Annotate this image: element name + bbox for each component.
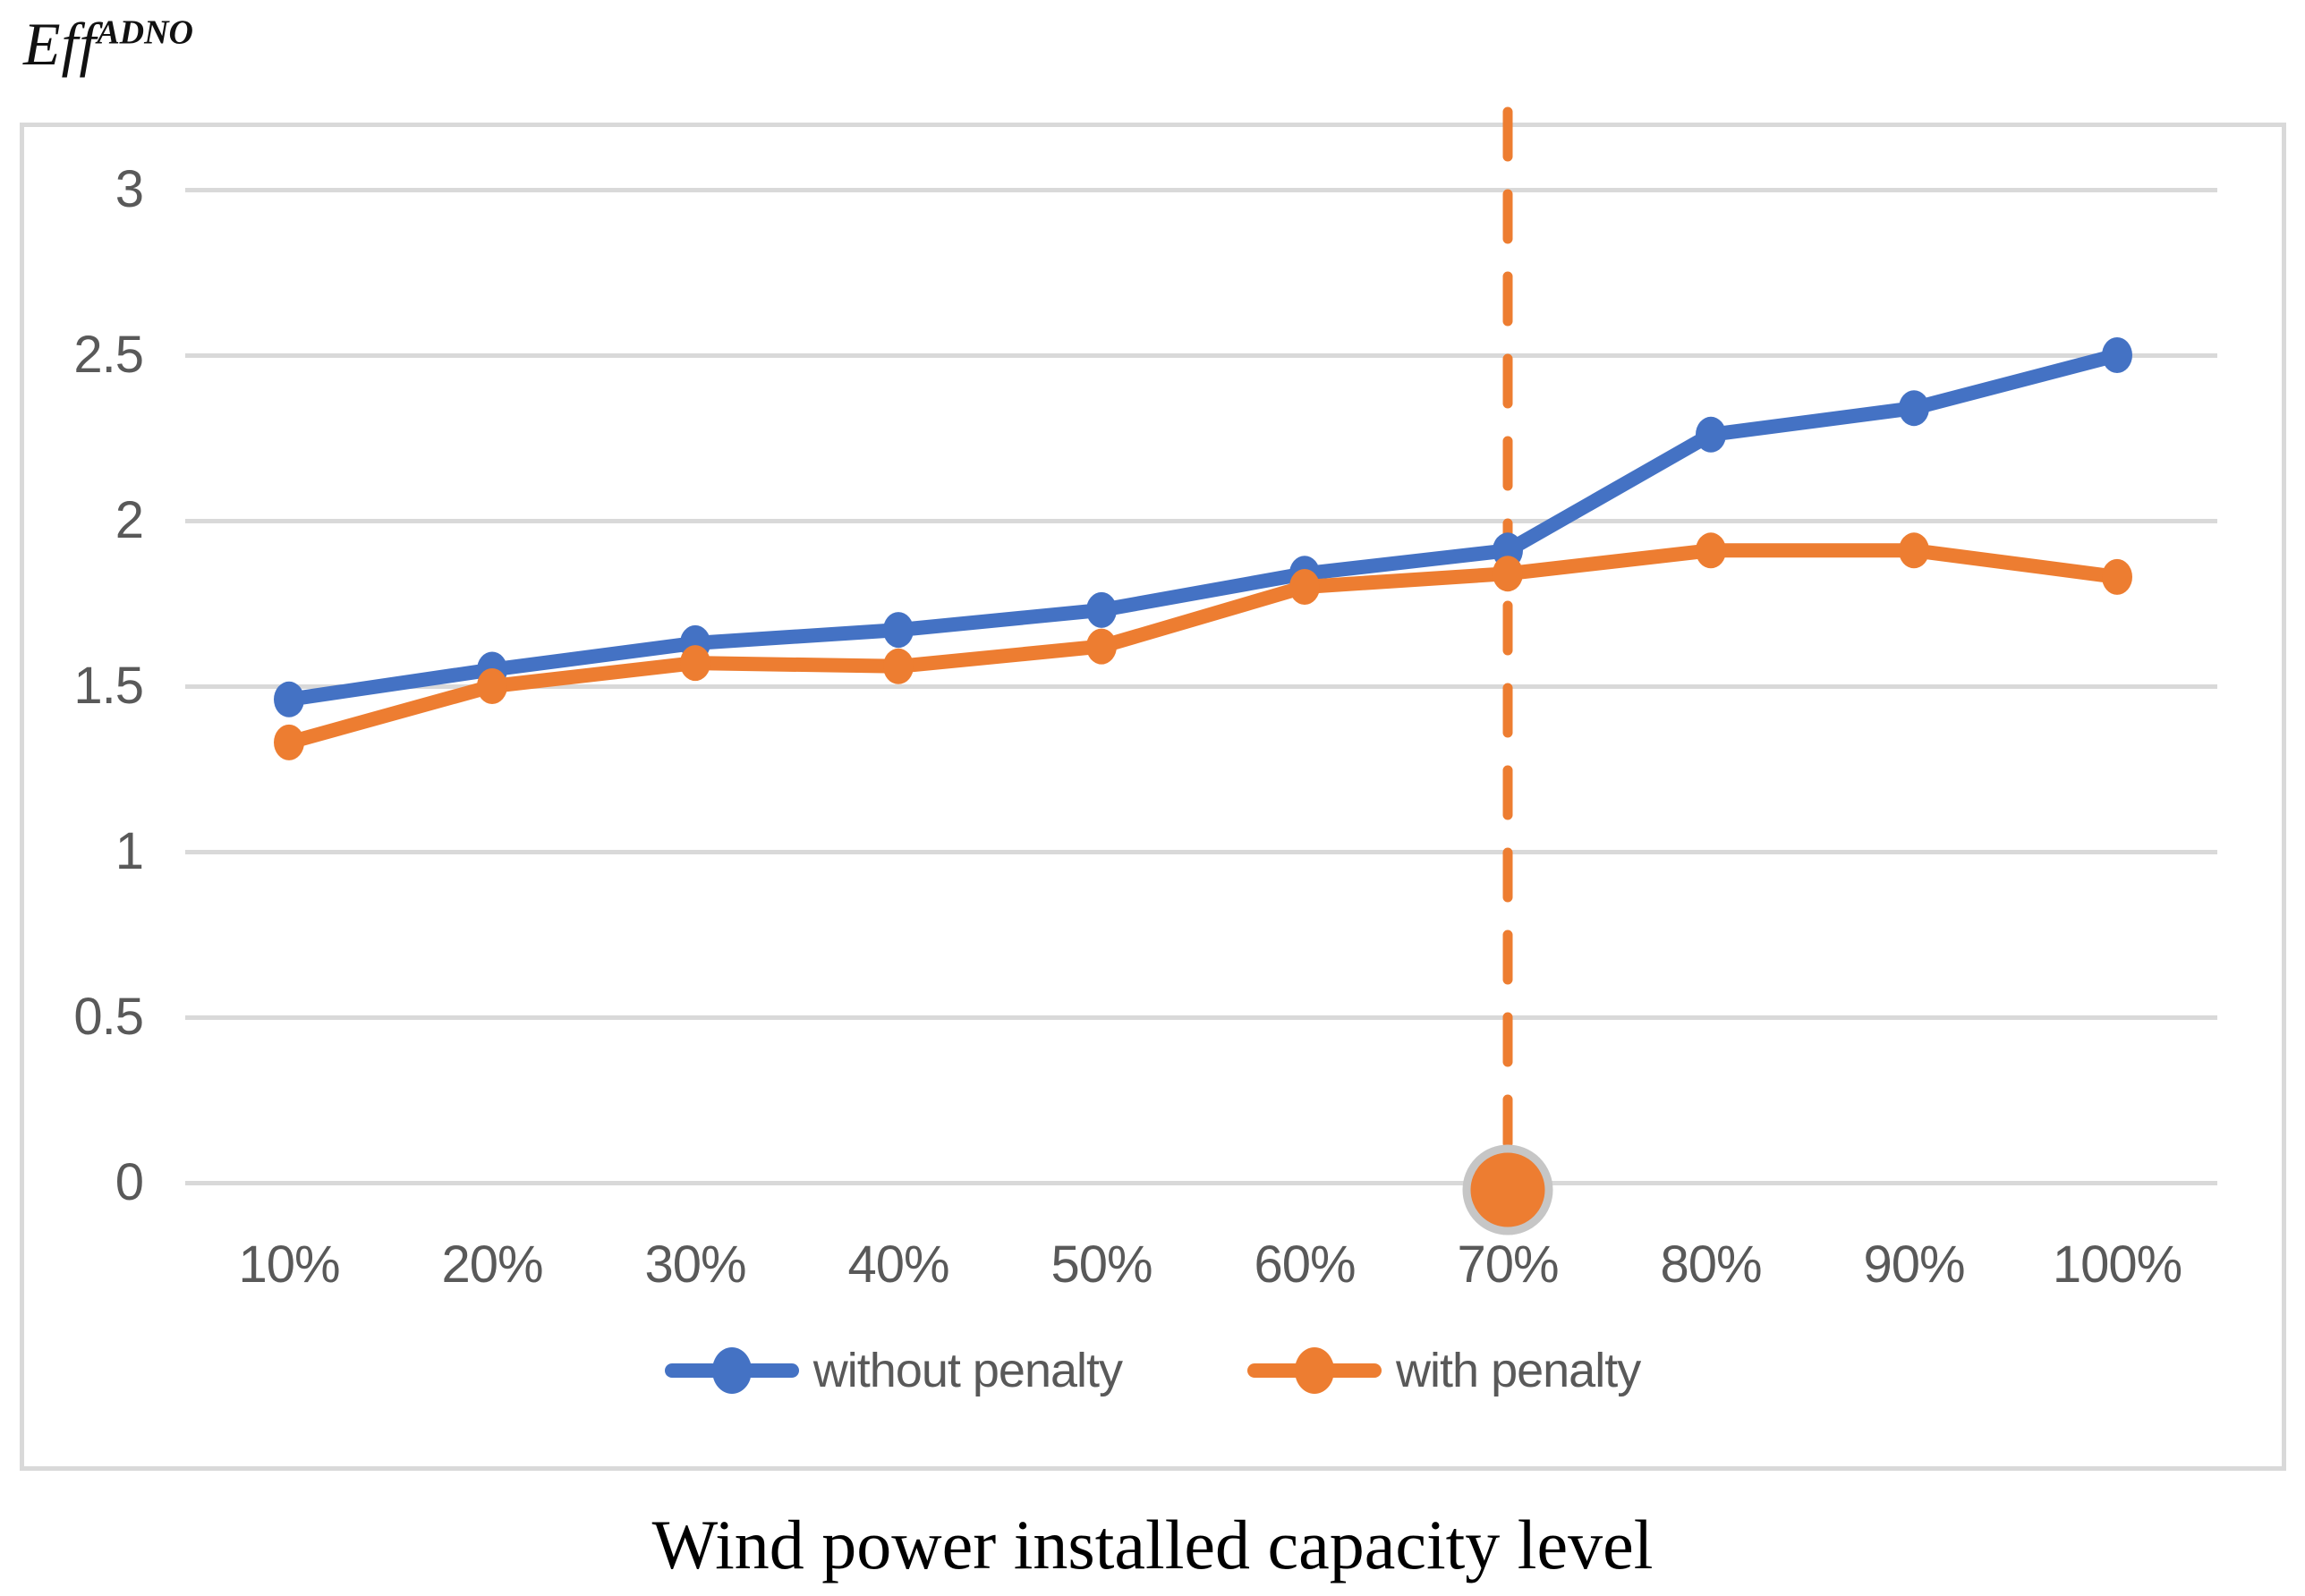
legend-label: without penalty	[812, 1344, 1123, 1397]
series-line-without-penalty	[287, 348, 2120, 707]
legend: without penalty with penalty	[0, 1335, 2305, 1406]
y-tick-label: 3	[115, 160, 144, 218]
y-tick-label: 1	[115, 822, 144, 880]
legend-item-without-penalty: without penalty	[664, 1343, 1123, 1398]
x-tick-label: 80%	[1660, 1235, 1762, 1294]
x-tick-label: 70%	[1457, 1235, 1559, 1294]
legend-item-with-penalty: with penalty	[1247, 1343, 1641, 1398]
data-point-with-penalty-60%	[1289, 569, 1320, 605]
legend-line-marker-icon	[1247, 1347, 1382, 1394]
annotation-circle	[1462, 1144, 1553, 1235]
gridline-y-2.5	[185, 353, 2217, 358]
y-tick-label: 1.5	[73, 657, 144, 715]
data-point-with-penalty-50%	[1086, 628, 1117, 665]
y-tick-label: 2.5	[73, 326, 144, 384]
y-tick-label: 0.5	[73, 988, 144, 1046]
y-tick-label: 2	[115, 491, 144, 549]
x-tick-label: 10%	[238, 1235, 340, 1294]
x-tick-label: 30%	[644, 1235, 746, 1294]
y-axis-formula-label: EffADNO	[23, 9, 193, 80]
chart-frame	[20, 123, 2286, 1471]
data-point-with-penalty-90%	[1899, 532, 1929, 569]
data-point-with-penalty-40%	[883, 648, 914, 684]
x-tick-label: 50%	[1050, 1235, 1152, 1294]
data-point-without-penalty-40%	[883, 612, 914, 649]
legend-dot-icon	[1295, 1347, 1335, 1394]
data-point-with-penalty-80%	[1696, 532, 1726, 569]
gridline-y-0	[185, 1181, 2217, 1185]
data-point-with-penalty-20%	[477, 668, 507, 704]
data-point-without-penalty-90%	[1899, 390, 1929, 427]
x-tick-label: 90%	[1863, 1235, 1965, 1294]
y-tick-label: 0	[115, 1153, 144, 1211]
legend-line-marker-icon	[664, 1347, 799, 1394]
gridline-y-3	[185, 188, 2217, 192]
data-point-without-penalty-80%	[1696, 416, 1726, 453]
x-axis-title: Wind power installed capacity level	[651, 1506, 1654, 1583]
gridline-y-1	[185, 850, 2217, 854]
eff-superscript: ADNO	[97, 13, 194, 52]
legend-dot-icon	[711, 1347, 752, 1394]
x-tick-label: 100%	[2052, 1235, 2182, 1294]
series-line-with-penalty	[286, 543, 2119, 750]
data-point-without-penalty-50%	[1086, 591, 1117, 628]
eff-base: Eff	[23, 10, 98, 78]
data-point-without-penalty-10%	[274, 681, 304, 717]
data-point-with-penalty-30%	[680, 645, 710, 682]
data-point-with-penalty-100%	[2102, 558, 2132, 595]
gridline-y-2	[185, 519, 2217, 523]
x-tick-label: 40%	[847, 1235, 949, 1294]
legend-label: with penalty	[1396, 1344, 1641, 1397]
gridline-y-1.5	[185, 684, 2217, 689]
gridline-y-0.5	[185, 1015, 2217, 1020]
data-point-without-penalty-100%	[2102, 337, 2132, 373]
data-point-with-penalty-70%	[1493, 556, 1523, 592]
x-tick-label: 60%	[1254, 1235, 1356, 1294]
x-tick-label: 20%	[441, 1235, 543, 1294]
data-point-with-penalty-10%	[274, 724, 304, 760]
